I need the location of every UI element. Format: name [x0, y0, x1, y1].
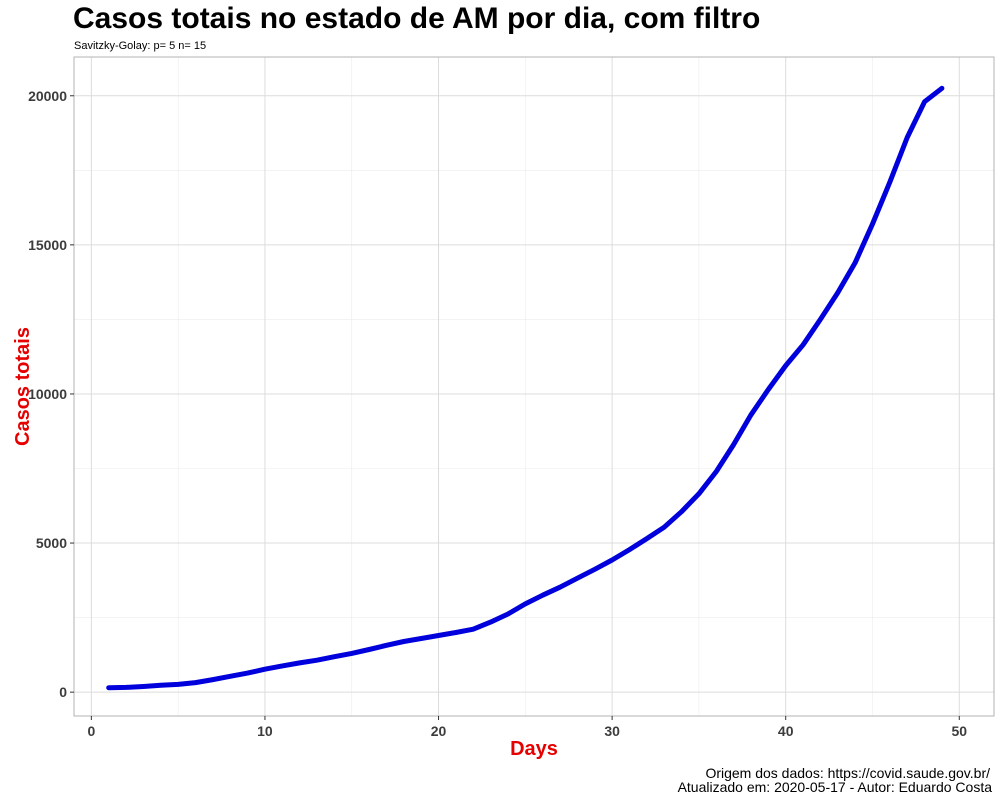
x-tick-label: 0	[87, 723, 95, 739]
y-tick-label: 0	[59, 684, 67, 700]
x-tick-label: 20	[431, 723, 447, 739]
chart-subtitle: Savitzky-Golay: p= 5 n= 15	[74, 40, 207, 52]
x-axis-title: Days	[510, 738, 558, 760]
axis-ticks	[70, 95, 960, 720]
grid-major	[74, 57, 994, 716]
series-line-casos-totais	[106, 85, 945, 691]
y-tick-label: 15000	[28, 237, 67, 253]
caption-source: Origem dos dados: https://covid.saude.go…	[705, 765, 990, 781]
y-tick-label: 10000	[28, 386, 67, 402]
x-tick-label: 40	[778, 723, 794, 739]
chart-title: Casos totais no estado de AM por dia, co…	[73, 2, 761, 35]
caption-updated: Atualizado em: 2020-05-17 - Autor: Eduar…	[677, 779, 992, 795]
y-tick-label: 20000	[28, 88, 67, 104]
y-tick-label: 5000	[36, 535, 67, 551]
panel-border	[73, 56, 995, 717]
axis-tick-labels: 0 10 20 30 40 50 0 5000 10000 15000 20000	[28, 88, 967, 739]
grid-minor	[74, 57, 994, 716]
y-axis-title: Casos totais	[12, 327, 34, 446]
x-tick-label: 50	[951, 723, 967, 739]
x-tick-label: 30	[604, 723, 620, 739]
x-tick-label: 10	[257, 723, 273, 739]
